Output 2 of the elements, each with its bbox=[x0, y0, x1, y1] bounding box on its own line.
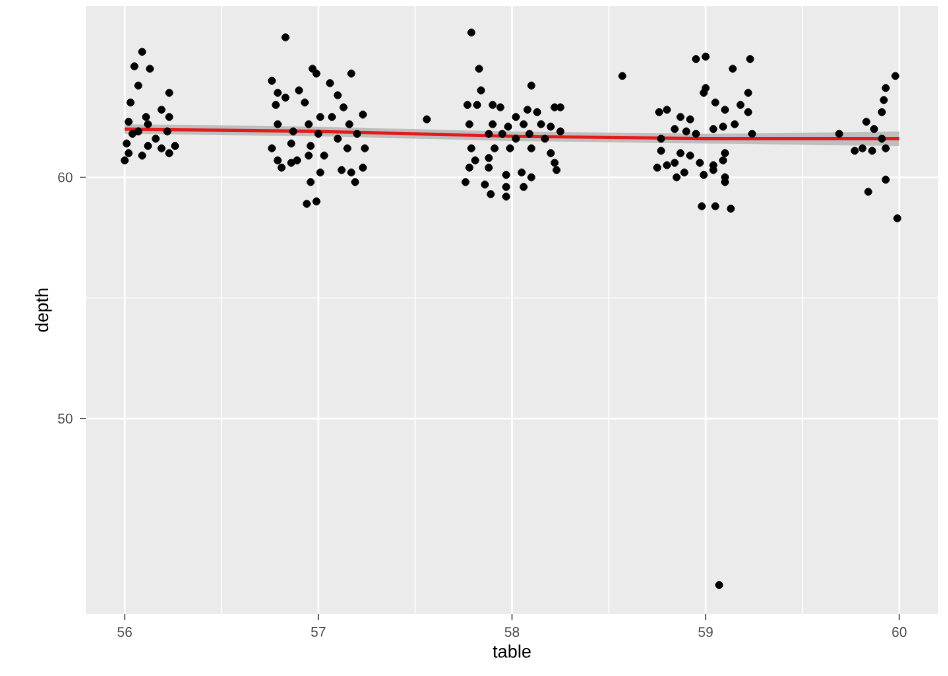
x-axis-title: table bbox=[492, 644, 531, 658]
y-axis-title: depth bbox=[35, 288, 52, 332]
